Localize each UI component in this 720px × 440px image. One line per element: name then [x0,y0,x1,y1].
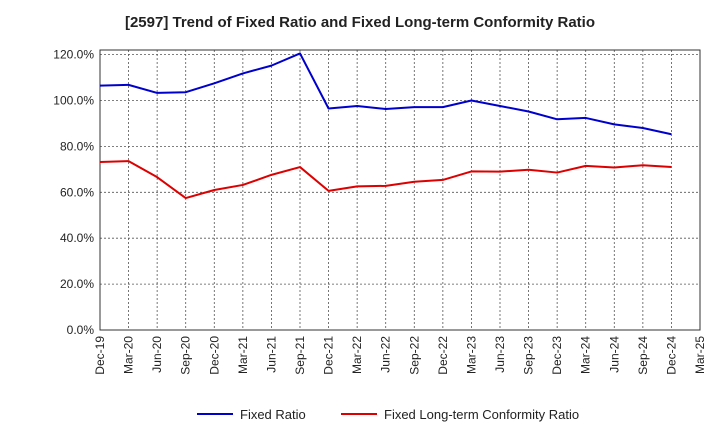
legend: Fixed Ratio Fixed Long-term Conformity Ra… [197,407,579,422]
series-layer [99,52,672,200]
y-tick-label: 60.0% [60,185,94,199]
x-tick-label: Dec-21 [322,336,336,375]
x-tick-label: Jun-20 [150,336,164,373]
legend-label-0: Fixed Ratio [240,407,306,422]
x-tick-label: Sep-24 [636,336,650,375]
x-tick-label: Jun-24 [607,336,621,373]
x-tick-label: Jun-22 [379,336,393,373]
x-tick-label: Mar-20 [122,336,136,374]
chart-title: [2597] Trend of Fixed Ratio and Fixed Lo… [124,14,596,31]
series-line-1 [99,160,672,200]
y-tick-label: 20.0% [60,277,94,291]
y-tick-label: 100.0% [53,93,94,107]
grid-layer [100,50,700,330]
x-tick-label: Mar-22 [350,336,364,374]
x-tick-label: Sep-22 [407,336,421,375]
x-tick-label: Jun-21 [264,336,278,373]
x-tick-label: Mar-25 [693,336,707,374]
y-tick-label: 0.0% [67,323,95,337]
x-tick-label: Mar-23 [464,336,478,374]
x-tick-label: Sep-20 [179,336,193,375]
x-tick-label: Dec-20 [207,336,221,375]
y-tick-label: 120.0% [53,48,94,62]
y-tick-label: 40.0% [60,231,94,245]
x-tick-label: Jun-23 [493,336,507,373]
x-tick-label: Sep-21 [293,336,307,375]
legend-label-1: Fixed Long-term Conformity Ratio [384,407,579,422]
x-tick-label: Dec-24 [664,336,678,375]
x-tick-label: Dec-19 [93,336,107,375]
x-tick-label: Dec-23 [550,336,564,375]
plot-frame [99,49,701,331]
x-tick-label: Dec-22 [436,336,450,375]
series-line-0 [99,52,672,136]
x-tick-label: Sep-23 [522,336,536,375]
y-tick-label: 80.0% [60,139,94,153]
x-tick-label: Mar-21 [236,336,250,374]
x-tick-label: Mar-24 [579,336,593,374]
axis-layer: 0.0% 20.0% 40.0% 60.0% 80.0% 100.0% 120.0% Dec-… [53,48,707,375]
